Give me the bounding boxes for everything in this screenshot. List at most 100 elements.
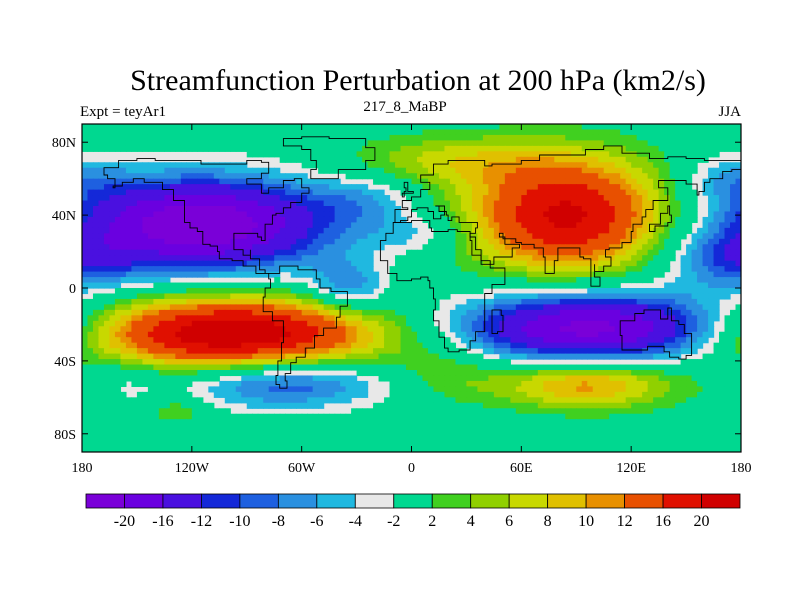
contour-cell: [642, 206, 649, 213]
contour-cell: [455, 134, 462, 141]
contour-cell: [433, 348, 440, 355]
contour-cell: [438, 124, 446, 131]
contour-cell: [263, 320, 270, 327]
contour-cell: [477, 233, 484, 240]
contour-cell: [477, 156, 484, 163]
contour-cell: [169, 337, 176, 344]
contour-cell: [230, 244, 237, 251]
contour-cell: [285, 359, 292, 366]
contour-cell: [202, 326, 209, 333]
contour-cell: [98, 195, 105, 202]
contour-cell: [603, 293, 610, 300]
contour-cell: [598, 320, 605, 327]
contour-cell: [384, 331, 391, 338]
contour-cell: [636, 167, 643, 174]
contour-cell: [373, 364, 380, 371]
contour-cell: [114, 304, 122, 311]
contour-cell: [658, 348, 665, 355]
contour-cell: [395, 134, 402, 141]
contour-cell: [186, 244, 193, 251]
contour-cell: [263, 134, 270, 141]
contour-cell: [675, 342, 682, 349]
contour-cell: [614, 200, 621, 207]
contour-cell: [142, 255, 149, 262]
contour-cell: [230, 178, 237, 185]
contour-cell: [471, 167, 478, 174]
contour-cell: [334, 156, 341, 163]
contour-cell: [680, 178, 687, 185]
contour-cell: [724, 266, 731, 273]
contour-cell: [263, 211, 270, 218]
contour-cell: [87, 140, 94, 147]
contour-cell: [373, 129, 380, 136]
contour-cell: [411, 255, 418, 262]
contour-cell: [482, 348, 489, 355]
contour-cell: [202, 260, 209, 267]
contour-cell: [197, 167, 204, 174]
contour-cell: [504, 233, 511, 240]
contour-cell: [362, 309, 369, 316]
contour-cell: [625, 244, 632, 251]
contour-cell: [449, 227, 457, 234]
contour-cell: [230, 348, 237, 355]
contour-cell: [142, 331, 149, 338]
contour-cell: [680, 233, 687, 240]
contour-cell: [697, 271, 704, 278]
contour-cell: [82, 304, 89, 311]
contour-cell: [406, 227, 413, 234]
contour-cell: [98, 227, 105, 234]
contour-cell: [307, 331, 314, 338]
contour-cell: [411, 304, 418, 311]
contour-cell: [537, 195, 544, 202]
contour-cell: [400, 255, 407, 262]
contour-cell: [631, 320, 638, 327]
contour-cell: [691, 298, 698, 305]
contour-cell: [471, 255, 478, 262]
contour-cell: [224, 145, 231, 152]
contour-cell: [241, 364, 248, 371]
contour-cell: [351, 353, 358, 360]
contour-cell: [219, 304, 226, 311]
contour-cell: [235, 353, 242, 360]
contour-cell: [180, 266, 187, 273]
contour-cell: [471, 173, 478, 180]
contour-cell: [180, 238, 187, 245]
contour-cell: [669, 255, 676, 262]
contour-cell: [345, 353, 352, 360]
contour-cell: [290, 184, 297, 191]
contour-cell: [416, 359, 424, 366]
contour-cell: [620, 178, 627, 185]
contour-cell: [290, 315, 297, 322]
contour-cell: [356, 277, 363, 284]
contour-cell: [565, 156, 572, 163]
contour-cell: [142, 353, 149, 360]
contour-cell: [323, 359, 330, 366]
contour-cell: [702, 288, 709, 295]
contour-cell: [521, 134, 528, 141]
contour-cell: [301, 266, 308, 273]
contour-cell: [87, 134, 94, 141]
contour-cell: [570, 151, 577, 158]
contour-cell: [675, 337, 682, 344]
contour-cell: [576, 156, 583, 163]
contour-cell: [307, 244, 314, 251]
contour-cell: [416, 156, 424, 163]
contour-cell: [609, 167, 616, 174]
contour-cell: [82, 337, 89, 344]
contour-cell: [664, 178, 671, 185]
contour-cell: [279, 359, 286, 366]
contour-cell: [658, 244, 665, 251]
contour-cell: [257, 189, 264, 196]
contour-cell: [329, 167, 336, 174]
contour-cell: [438, 189, 446, 196]
contour-cell: [147, 277, 154, 284]
contour-cell: [735, 178, 741, 185]
contour-cell: [395, 309, 402, 316]
contour-cell: [576, 353, 583, 360]
contour-cell: [153, 167, 160, 174]
contour-cell: [263, 282, 270, 289]
contour-cell: [625, 211, 632, 218]
contour-cell: [708, 277, 715, 284]
contour-cell: [664, 151, 671, 158]
contour-cell: [658, 255, 665, 262]
